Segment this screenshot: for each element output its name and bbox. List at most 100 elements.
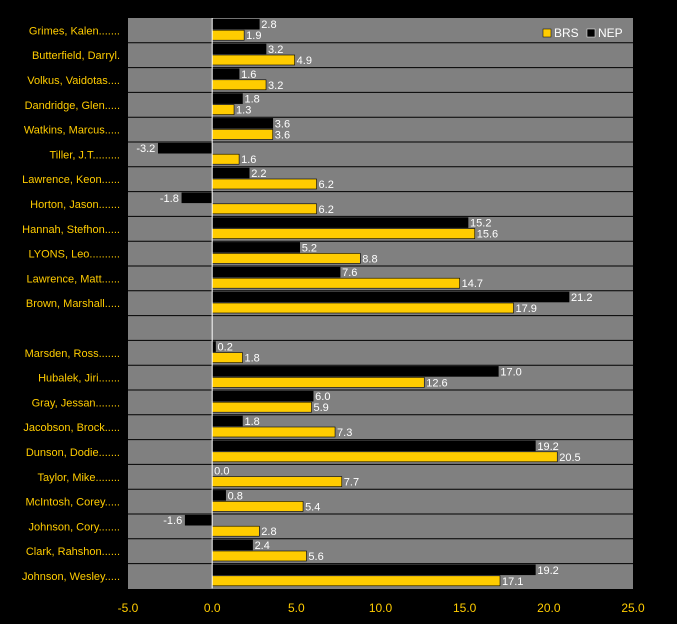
category-label-dunson-dodie: Dunson, Dodie....... bbox=[26, 447, 120, 459]
bar-nep-brown-marshall bbox=[211, 291, 570, 303]
bar-brs-jacobson-brock bbox=[211, 426, 336, 438]
value-label-nep-dandridge-glen: 1.8 bbox=[244, 94, 259, 106]
bar-brs-hubalek-jiri bbox=[211, 377, 425, 388]
category-label-butterfield-darryl: Butterfield, Darryl. bbox=[32, 50, 120, 62]
value-label-brs-dunson-dodie: 20.5 bbox=[559, 452, 580, 464]
bar-brs-lyons-leo bbox=[211, 253, 361, 264]
value-label-brs-hannah-stefhon: 15.6 bbox=[477, 229, 498, 241]
bar-nep-dunson-dodie bbox=[211, 440, 536, 452]
value-label-brs-grimes-kalen: 1.9 bbox=[246, 30, 261, 42]
bar-brs-butterfield-darryl bbox=[211, 54, 295, 66]
bar-brs-horton-jason bbox=[211, 203, 317, 215]
bar-brs-johnson-wesley bbox=[211, 575, 501, 587]
category-label-dandridge-glen: Dandridge, Glen..... bbox=[25, 100, 120, 112]
value-label-brs-butterfield-darryl: 4.9 bbox=[297, 55, 312, 67]
value-label-nep-johnson-cory: -1.6 bbox=[163, 515, 182, 527]
category-label-taylor-mike: Taylor, Mike........ bbox=[37, 472, 120, 484]
bar-brs-taylor-mike bbox=[211, 476, 343, 487]
value-label-brs-johnson-wesley: 17.1 bbox=[502, 576, 523, 588]
value-label-nep-hannah-stefhon: 15.2 bbox=[470, 218, 491, 230]
bars bbox=[158, 18, 570, 587]
x-tick-label: 10.0 bbox=[369, 601, 393, 615]
bar-nep-lawrence-keon bbox=[211, 167, 250, 179]
category-labels: Grimes, Kalen....... Butterfield, Darryl.… bbox=[22, 25, 120, 583]
value-label-nep-taylor-mike: 0.0 bbox=[214, 466, 229, 478]
bar-brs-marsden-ross bbox=[211, 352, 243, 363]
bar-brs-watkins-marcus bbox=[211, 129, 274, 140]
value-label-brs-lawrence-matt: 14.7 bbox=[462, 278, 483, 290]
value-label-brs-hubalek-jiri: 12.6 bbox=[426, 377, 447, 389]
category-label-johnson-cory: Johnson, Cory....... bbox=[28, 521, 120, 533]
category-label-clark-rahshon: Clark, Rahshon...... bbox=[26, 546, 120, 558]
bar-brs-dunson-dodie bbox=[211, 451, 558, 463]
value-label-nep-lyons-leo: 5.2 bbox=[302, 242, 317, 254]
value-label-nep-lawrence-matt: 7.6 bbox=[342, 267, 357, 279]
category-label-marsden-ross: Marsden, Ross....... bbox=[25, 348, 120, 360]
bar-brs-dandridge-glen bbox=[211, 104, 235, 115]
bar-nep-dandridge-glen bbox=[211, 93, 243, 104]
category-label-lawrence-keon: Lawrence, Keon...... bbox=[22, 174, 120, 186]
bar-nep-watkins-marcus bbox=[211, 118, 274, 129]
x-tick-label: -5.0 bbox=[118, 601, 139, 615]
value-label-nep-johnson-wesley: 19.2 bbox=[537, 565, 558, 577]
x-tick-label: 5.0 bbox=[288, 601, 305, 615]
value-label-nep-tiller-j-t: -3.2 bbox=[136, 143, 155, 155]
category-label-watkins-marcus: Watkins, Marcus..... bbox=[24, 125, 120, 137]
bar-nep-gray-jessan bbox=[211, 390, 314, 402]
bar-nep-johnson-wesley bbox=[211, 564, 536, 576]
value-label-brs-gray-jessan: 5.9 bbox=[313, 402, 328, 414]
value-label-brs-volkus-vaidotas: 3.2 bbox=[268, 80, 283, 92]
value-label-brs-johnson-cory: 2.8 bbox=[261, 526, 276, 538]
value-label-nep-gray-jessan: 6.0 bbox=[315, 391, 330, 403]
value-label-nep-mcintosh-corey: 0.8 bbox=[228, 490, 243, 502]
bar-nep-marsden-ross bbox=[211, 341, 216, 352]
category-label-volkus-vaidotas: Volkus, Vaidotas.... bbox=[27, 75, 120, 87]
category-label-tiller-j-t: Tiller, J.T......... bbox=[50, 149, 121, 161]
value-label-brs-horton-jason: 6.2 bbox=[319, 204, 334, 216]
bar-nep-tiller-j-t bbox=[158, 142, 213, 154]
legend-swatch-brs bbox=[542, 28, 552, 38]
value-label-brs-marsden-ross: 1.8 bbox=[244, 353, 259, 365]
bar-nep-jacobson-brock bbox=[211, 415, 243, 427]
category-label-jacobson-brock: Jacobson, Brock..... bbox=[23, 422, 120, 434]
value-label-nep-volkus-vaidotas: 1.6 bbox=[241, 69, 256, 81]
x-tick-label: 15.0 bbox=[453, 601, 477, 615]
value-label-nep-dunson-dodie: 19.2 bbox=[537, 441, 558, 453]
value-labels: 2.81.93.24.91.63.21.81.33.63.6-3.21.62.2… bbox=[136, 19, 592, 588]
bar-nep-hannah-stefhon bbox=[211, 217, 469, 228]
bar-nep-volkus-vaidotas bbox=[211, 68, 240, 80]
value-label-brs-dandridge-glen: 1.3 bbox=[236, 105, 251, 117]
category-label-brown-marshall: Brown, Marshall..... bbox=[26, 298, 120, 310]
value-label-nep-lawrence-keon: 2.2 bbox=[251, 168, 266, 180]
bar-nep-butterfield-darryl bbox=[211, 43, 267, 55]
legend-label-nep: NEP bbox=[598, 26, 623, 40]
bar-nep-hubalek-jiri bbox=[211, 366, 499, 377]
category-label-gray-jessan: Gray, Jessan........ bbox=[32, 397, 120, 409]
bar-nep-grimes-kalen bbox=[211, 18, 260, 30]
value-label-nep-brown-marshall: 21.2 bbox=[571, 292, 592, 304]
bar-brs-clark-rahshon bbox=[211, 550, 307, 562]
category-label-johnson-wesley: Johnson, Wesley..... bbox=[22, 571, 120, 583]
value-label-brs-lyons-leo: 8.8 bbox=[362, 253, 377, 265]
legend-label-brs: BRS bbox=[554, 26, 579, 40]
bar-nep-horton-jason bbox=[181, 192, 213, 204]
value-label-brs-tiller-j-t: 1.6 bbox=[241, 154, 256, 166]
bar-nep-johnson-cory bbox=[184, 514, 213, 526]
legend-swatch-nep bbox=[586, 28, 596, 38]
value-label-brs-lawrence-keon: 6.2 bbox=[319, 179, 334, 191]
bar-brs-hannah-stefhon bbox=[211, 228, 476, 239]
bar-brs-lawrence-matt bbox=[211, 277, 460, 289]
bar-nep-lyons-leo bbox=[211, 242, 301, 253]
bar-brs-gray-jessan bbox=[211, 401, 312, 413]
value-label-brs-clark-rahshon: 5.6 bbox=[308, 551, 323, 563]
category-label-mcintosh-corey: McIntosh, Corey..... bbox=[25, 497, 120, 509]
value-label-nep-horton-jason: -1.8 bbox=[160, 193, 179, 205]
category-label-lawrence-matt: Lawrence, Matt...... bbox=[26, 273, 120, 285]
category-label-grimes-kalen: Grimes, Kalen....... bbox=[29, 25, 120, 37]
value-label-nep-hubalek-jiri: 17.0 bbox=[500, 366, 521, 378]
x-tick-label: 25.0 bbox=[621, 601, 645, 615]
bar-brs-grimes-kalen bbox=[211, 29, 245, 41]
bar-brs-brown-marshall bbox=[211, 302, 514, 314]
bar-brs-johnson-cory bbox=[211, 525, 260, 537]
value-label-nep-jacobson-brock: 1.8 bbox=[244, 416, 259, 428]
